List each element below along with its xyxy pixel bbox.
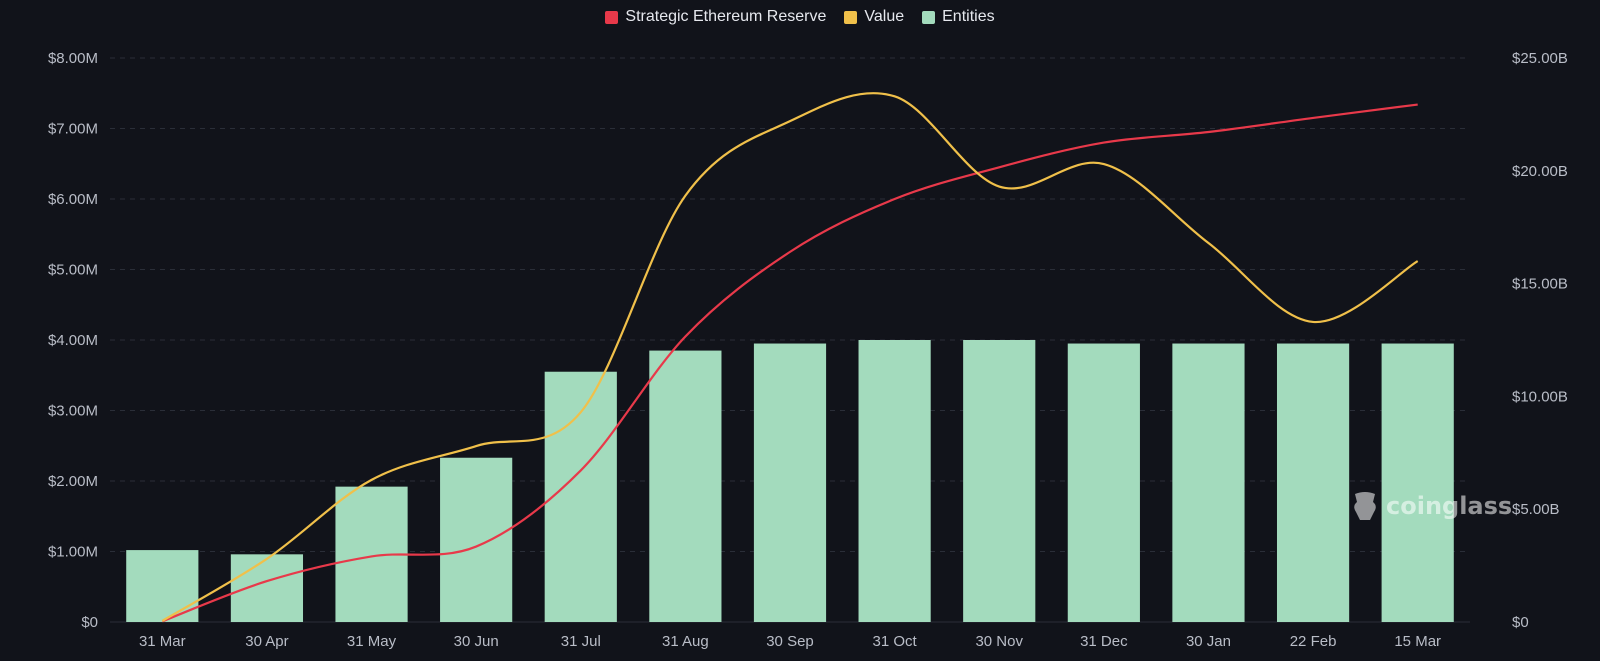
bar-entities [963, 340, 1036, 622]
y-left-tick-label: $5.00M [48, 262, 98, 279]
legend-swatch-entities [922, 10, 936, 24]
x-tick-label: 30 Sep [766, 633, 814, 650]
legend-label-reserve: Strategic Ethereum Reserve [625, 8, 827, 25]
bar-entities [753, 343, 827, 622]
legend-swatch-reserve [605, 10, 619, 24]
legend-item-value[interactable]: Value [844, 8, 904, 26]
coinglass-logo-icon [1354, 492, 1376, 520]
x-tick-label: 30 Jun [454, 633, 499, 650]
bar-entities [1276, 343, 1350, 622]
x-tick-label: 31 Jul [561, 633, 601, 650]
legend-label-value: Value [864, 8, 905, 25]
y-right-tick-label: $25.00B [1512, 50, 1568, 67]
bar-entities [858, 340, 931, 622]
bar-entities [1172, 343, 1245, 622]
bar-entities [126, 550, 199, 622]
x-tick-label: 31 Mar [139, 633, 186, 650]
bar-entities [649, 350, 722, 622]
x-tick-label: 30 Nov [975, 633, 1023, 650]
y-left-tick-label: $6.00M [48, 191, 98, 208]
y-left-tick-label: $3.00M [48, 403, 98, 420]
x-tick-label: 15 Mar [1394, 633, 1441, 650]
x-tick-label: 31 Dec [1080, 633, 1128, 650]
legend-label-entities: Entities [942, 8, 995, 25]
y-left-tick-label: $4.00M [48, 332, 98, 349]
watermark-text: coinglass [1386, 492, 1513, 520]
y-right-tick-label: $5.00B [1512, 501, 1560, 518]
y-left-tick-label: $2.00M [48, 473, 98, 490]
legend-item-entities[interactable]: Entities [922, 8, 995, 26]
legend-swatch-value [844, 10, 858, 24]
y-left-tick-label: $8.00M [48, 50, 98, 67]
bar-entities [440, 457, 513, 622]
y-left-tick-label: $7.00M [48, 121, 98, 138]
bar-entities [1381, 343, 1454, 622]
coinglass-watermark: coinglass [1350, 490, 1512, 522]
y-right-tick-label: $20.00B [1512, 163, 1568, 180]
chart-legend: Strategic Ethereum Reserve Value Entitie… [0, 8, 1600, 26]
legend-item-reserve[interactable]: Strategic Ethereum Reserve [605, 8, 826, 26]
x-tick-label: 31 Aug [662, 633, 709, 650]
y-left-tick-label: $1.00M [48, 544, 98, 561]
y-left-tick-label: $0 [81, 614, 98, 631]
x-tick-label: 30 Apr [245, 633, 288, 650]
bar-entities [1067, 343, 1140, 622]
y-right-tick-label: $10.00B [1512, 388, 1568, 405]
bar-entities [544, 371, 617, 622]
x-tick-label: 30 Jan [1186, 633, 1231, 650]
y-right-tick-label: $15.00B [1512, 276, 1568, 293]
x-tick-label: 31 Oct [873, 633, 918, 650]
x-tick-label: 31 May [347, 633, 397, 650]
y-right-tick-label: $0 [1512, 614, 1529, 631]
x-tick-label: 22 Feb [1290, 633, 1337, 650]
bar-entities [230, 554, 304, 622]
